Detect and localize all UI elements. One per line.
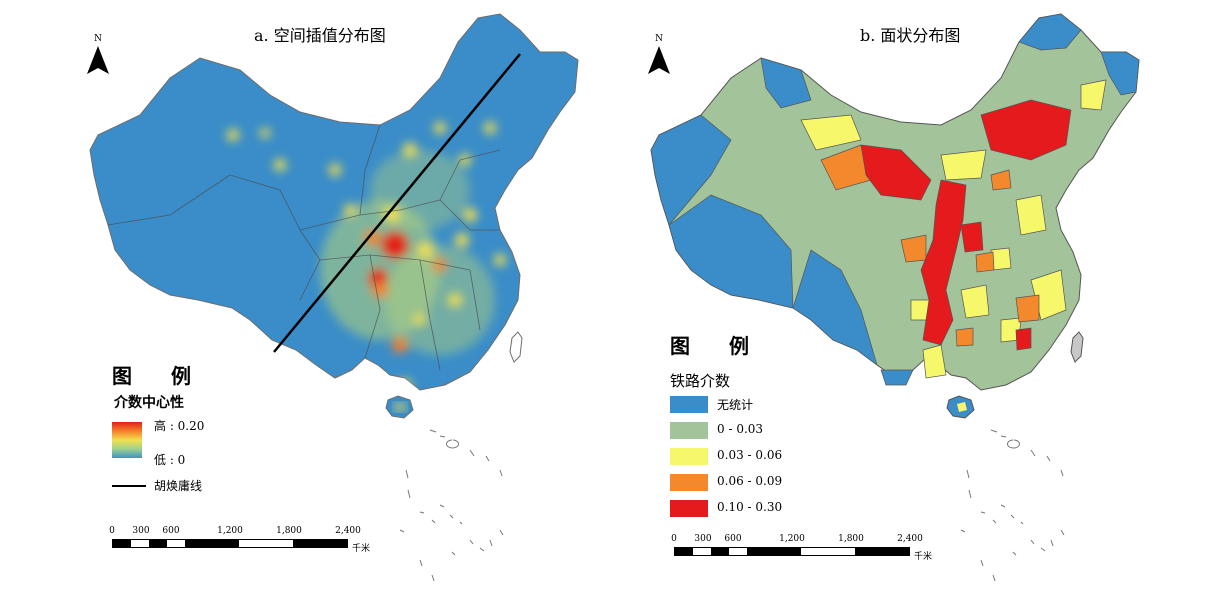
scale-unit: 千米 — [352, 544, 371, 554]
scale-tick: 1,800 — [276, 526, 302, 536]
scale-unit: 千米 — [914, 552, 933, 562]
north-label: N — [94, 34, 102, 44]
scale-tick: 2,400 — [335, 526, 361, 536]
scale-tick: 0 — [109, 526, 115, 536]
province-boundaries — [107, 124, 501, 371]
north-arrow-icon — [87, 46, 109, 74]
legend-swatch — [670, 500, 708, 517]
hu-line — [273, 53, 521, 353]
legend-swatch — [670, 474, 708, 491]
south-sea-islands — [960, 429, 1065, 582]
scale-bar-segments — [112, 539, 348, 548]
legend-b-subtitle: 铁路介数 — [670, 372, 731, 390]
scale-tick: 300 — [132, 526, 150, 536]
legend-a-title: 图 例 — [112, 364, 207, 388]
scale-tick: 1,800 — [838, 534, 864, 544]
legend-a-subtitle: 介数中心性 — [114, 395, 184, 411]
scale-tick: 600 — [162, 526, 180, 536]
panel-b-title: b. 面状分布图 — [860, 26, 961, 45]
scale-tick: 600 — [724, 534, 742, 544]
legend-class-label: 无统计 — [717, 398, 754, 412]
north-arrow: N — [85, 34, 111, 74]
heat-layer — [227, 122, 506, 390]
legend-class-label: 0.10 - 0.30 — [717, 500, 783, 514]
scale-tick: 2,400 — [897, 534, 923, 544]
legend-swatch — [670, 422, 708, 439]
panel-a-interpolation-map: a. 空间插值分布图 N — [0, 0, 606, 606]
legend-b-title: 图 例 — [670, 334, 765, 358]
scale-tick: 1,200 — [779, 534, 805, 544]
north-arrow: N — [646, 34, 672, 74]
legend-swatch — [670, 396, 708, 413]
north-label: N — [655, 34, 663, 44]
scale-tick: 300 — [694, 534, 712, 544]
south-sea-islands — [399, 429, 504, 582]
legend-low-label: 低 : 0 — [154, 453, 186, 467]
legend-line-symbol — [112, 485, 146, 487]
legend-high-label: 高 : 0.20 — [154, 419, 205, 433]
choropleth-regions — [650, 13, 1140, 386]
legend-class-label: 0.03 - 0.06 — [717, 448, 783, 462]
panel-a-title: a. 空间插值分布图 — [254, 26, 386, 45]
map-b — [650, 13, 1140, 582]
legend-swatch — [670, 448, 708, 465]
legend-gradient — [112, 422, 142, 458]
north-arrow-icon — [648, 46, 670, 74]
legend-class-label: 0.06 - 0.09 — [717, 474, 783, 488]
scale-tick: 0 — [671, 534, 677, 544]
scale-tick: 1,200 — [217, 526, 243, 536]
map-a — [89, 13, 579, 582]
scale-bar-segments — [674, 547, 910, 556]
legend-line-label: 胡焕庸线 — [154, 479, 203, 493]
legend-class-label: 0 - 0.03 — [717, 422, 764, 436]
panel-b-areal-map: b. 面状分布图 N — [606, 0, 1213, 606]
